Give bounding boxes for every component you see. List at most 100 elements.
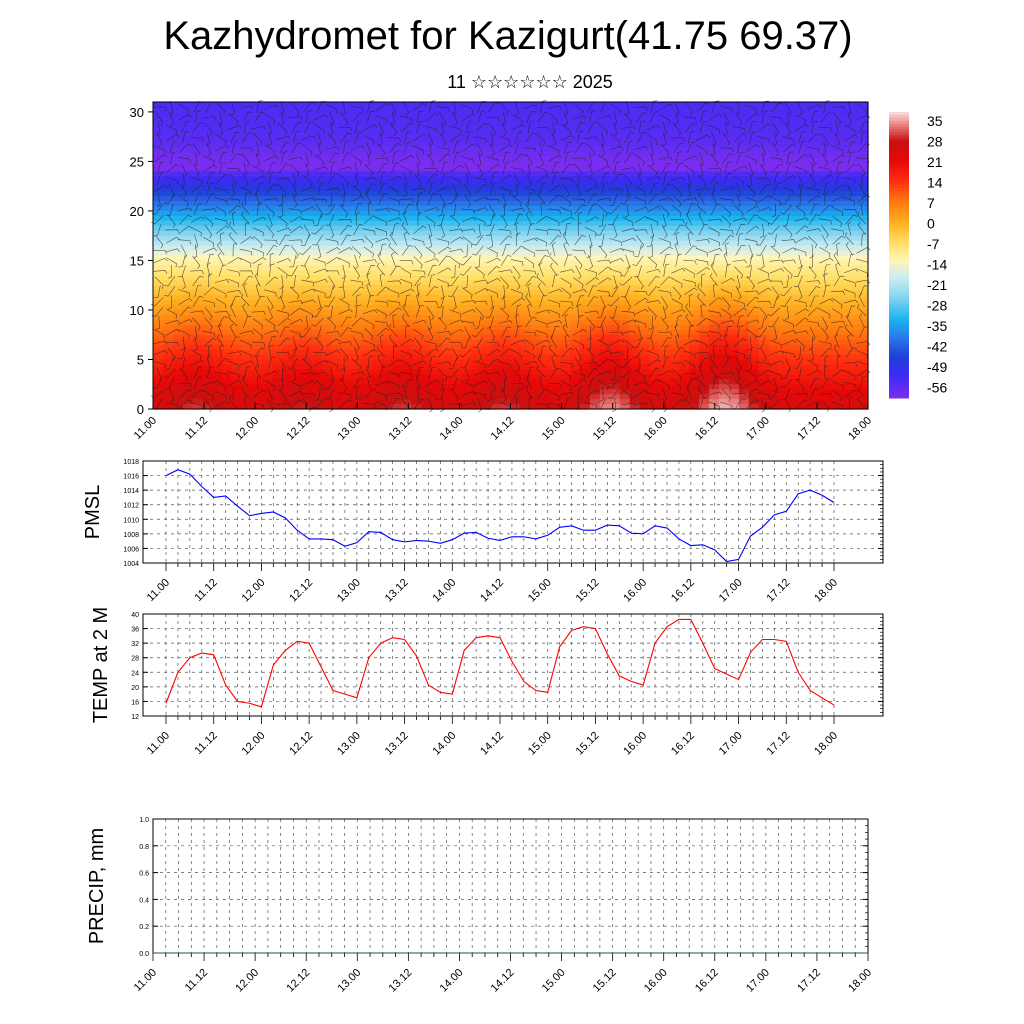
wind-barb	[215, 144, 230, 152]
heatmap-cell	[828, 245, 839, 252]
heatmap-cell	[292, 290, 303, 296]
heatmap-cell	[728, 186, 740, 192]
heatmap-cell	[321, 280, 333, 286]
heatmap-cell	[788, 196, 800, 202]
wind-barb	[227, 198, 241, 204]
wind-barb	[166, 134, 180, 142]
heatmap-cell	[560, 151, 571, 158]
heatmap-cell	[510, 384, 522, 390]
heatmap-cell	[589, 131, 601, 138]
heatmap-cell	[391, 374, 402, 380]
wind-barb	[239, 360, 254, 366]
wind-barb	[255, 282, 260, 298]
heatmap-cell	[450, 196, 462, 202]
wind-barb	[287, 265, 299, 277]
heatmap-cell	[252, 240, 263, 247]
heatmap-cell	[719, 176, 730, 182]
heatmap-cell	[351, 319, 363, 326]
heatmap-cell	[808, 349, 819, 356]
heatmap-cell	[321, 359, 333, 366]
heatmap-cell	[172, 300, 184, 306]
heatmap-cell	[480, 156, 492, 163]
heatmap-cell	[550, 171, 561, 177]
heatmap-cell	[570, 171, 581, 177]
wind-barb	[355, 212, 361, 226]
heatmap-cell	[629, 399, 641, 405]
heatmap-cell	[570, 389, 581, 395]
heatmap-cell	[351, 126, 363, 133]
heatmap-cell	[153, 161, 164, 167]
heatmap-cell	[282, 305, 293, 311]
heatmap-cell	[748, 290, 760, 296]
heatmap-cell	[838, 344, 849, 351]
heatmap-cell	[331, 334, 343, 341]
heatmap-cell	[570, 379, 581, 385]
wind-barb	[239, 257, 252, 268]
heatmap-cell	[728, 201, 740, 207]
heatmap-cell	[838, 314, 849, 321]
heatmap-cell	[540, 205, 551, 212]
heatmap-cell	[520, 324, 531, 331]
heatmap-cell	[421, 111, 432, 118]
heatmap-cell	[699, 324, 710, 331]
heatmap-cell	[550, 339, 561, 346]
heatmap-cell	[589, 171, 601, 177]
heatmap-cell	[162, 364, 174, 370]
heatmap-cell	[371, 166, 382, 172]
wind-barb	[302, 399, 312, 413]
heatmap-cell	[411, 290, 422, 296]
wind-barb	[252, 248, 264, 257]
heatmap-cell	[709, 309, 720, 316]
heatmap-cell	[440, 176, 452, 182]
heatmap-cell	[778, 141, 790, 148]
heatmap-cell	[798, 314, 810, 321]
heatmap-cell	[768, 319, 780, 326]
wind-barb	[330, 161, 337, 175]
heatmap-cell	[619, 319, 631, 326]
heatmap-cell	[520, 151, 531, 158]
heatmap-cell	[371, 141, 382, 148]
heatmap-cell	[858, 290, 869, 296]
heatmap-cell	[728, 275, 740, 281]
heatmap-cell	[580, 275, 591, 281]
heatmap-cell	[460, 121, 472, 128]
wind-barb	[324, 204, 336, 215]
heatmap-cell	[242, 186, 253, 192]
wind-barb	[326, 338, 341, 347]
heatmap-cell	[351, 235, 363, 242]
heatmap-cell	[778, 265, 790, 271]
wind-barb	[180, 183, 188, 198]
heatmap-cell	[381, 136, 392, 143]
heatmap-cell	[172, 255, 184, 262]
wind-barb	[267, 162, 277, 175]
heatmap-cell	[689, 339, 700, 346]
wind-barb	[207, 344, 213, 359]
heatmap-cell	[292, 280, 303, 286]
heatmap-cell	[639, 225, 651, 232]
heatmap-cell	[431, 186, 442, 192]
heatmap-cell	[351, 240, 363, 247]
heatmap-cell	[401, 210, 412, 217]
heatmap-cell	[659, 215, 670, 222]
heatmap-cell	[480, 404, 492, 410]
heatmap-cell	[719, 295, 730, 301]
heatmap-cell	[659, 146, 670, 153]
heatmap-cell	[341, 394, 353, 400]
heatmap-cell	[282, 186, 293, 192]
heatmap-cell	[272, 339, 283, 346]
heatmap-cell	[748, 319, 760, 326]
heatmap-cell	[421, 374, 432, 380]
wind-barb	[203, 164, 217, 173]
wind-barb	[240, 293, 250, 307]
heatmap-cell	[202, 329, 214, 336]
wind-barb	[239, 147, 254, 152]
heatmap-cell	[838, 250, 849, 257]
heatmap-cell	[480, 102, 492, 108]
heatmap-cell	[232, 369, 243, 375]
heatmap-cell	[212, 250, 224, 257]
heatmap-cell	[778, 290, 790, 296]
heatmap-cell	[858, 280, 869, 286]
heatmap-cell	[470, 116, 482, 123]
heatmap-cell	[282, 344, 293, 351]
heatmap-cell	[728, 359, 740, 366]
